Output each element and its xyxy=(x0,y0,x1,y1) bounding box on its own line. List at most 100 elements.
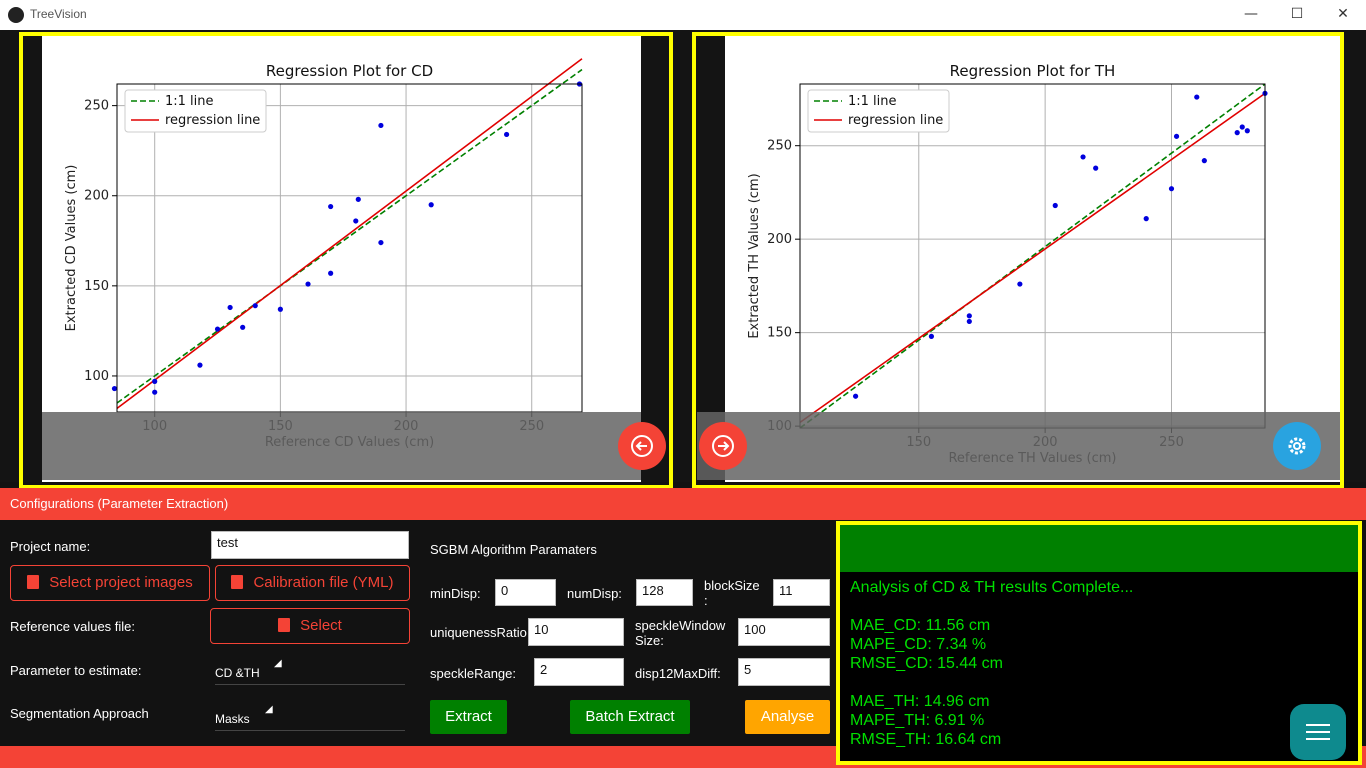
segmentation-approach-spinner[interactable]: Masks ◢ xyxy=(215,704,405,732)
legend-regression-label: regression line xyxy=(165,113,260,128)
data-point xyxy=(1194,94,1200,100)
mindisp-input[interactable]: 0 xyxy=(495,579,556,606)
data-point xyxy=(1052,202,1058,209)
batch-extract-button[interactable]: Batch Extract xyxy=(570,700,690,734)
y-tick-label: 150 xyxy=(767,326,792,341)
data-point xyxy=(353,218,359,224)
uniqueness-ratio-label: uniquenessRatio: xyxy=(430,625,531,640)
blocksize-input[interactable]: 11 xyxy=(773,579,830,606)
data-point xyxy=(1168,186,1175,192)
dropdown-arrow-icon: ◢ xyxy=(274,658,282,669)
parameter-estimate-spinner[interactable]: CD &TH ◢ xyxy=(215,658,405,686)
data-point xyxy=(152,378,158,384)
data-point xyxy=(152,389,158,395)
calibration-file-label: Calibration file (YML) xyxy=(253,574,394,591)
sgbm-title: SGBM Algorithm Paramaters xyxy=(430,542,597,557)
data-point xyxy=(378,239,384,246)
disp12-maxdiff-label: disp12MaxDiff: xyxy=(635,666,721,681)
app-logo-icon xyxy=(8,7,24,23)
legend-one-to-one-label: 1:1 line xyxy=(165,94,214,109)
legend-one-to-one-label: 1:1 line xyxy=(848,94,897,109)
arrow-right-circle-icon xyxy=(712,435,734,457)
reference-select-label: Select xyxy=(300,617,342,634)
calibration-file-button[interactable]: Calibration file (YML) xyxy=(215,565,410,601)
folder-icon xyxy=(27,575,40,589)
numdisp-label: numDisp: xyxy=(567,586,622,601)
data-point xyxy=(328,270,334,276)
minimize-button[interactable]: — xyxy=(1244,6,1258,22)
config-header-title: Configurations (Parameter Extraction) xyxy=(10,496,229,511)
menu-fab-button[interactable] xyxy=(1290,704,1346,760)
file-icon xyxy=(278,618,291,632)
legend-box xyxy=(124,89,267,133)
speckle-window-input[interactable]: 100 xyxy=(738,618,830,646)
next-button[interactable] xyxy=(699,422,747,470)
data-point xyxy=(1080,154,1086,160)
cd-plot-overlay xyxy=(42,412,641,480)
data-point xyxy=(277,306,283,312)
th-plot-highlight xyxy=(692,32,1344,489)
menu-line xyxy=(1306,738,1330,740)
blocksize-label-colon: : xyxy=(704,593,708,608)
data-point xyxy=(428,202,434,208)
file-icon xyxy=(231,575,244,589)
speckle-window-label-size: Size: xyxy=(635,633,664,648)
data-point xyxy=(966,318,972,325)
data-point xyxy=(227,304,233,311)
cd-plot-highlight xyxy=(19,32,673,489)
y-tick-label: 200 xyxy=(84,189,109,204)
rmse-cd: RMSE_CD: 15.44 cm xyxy=(850,655,1003,672)
data-point xyxy=(1244,128,1250,134)
mape-cd: MAPE_CD: 7.34 % xyxy=(850,636,987,653)
data-point xyxy=(966,313,972,319)
data-point xyxy=(503,131,510,138)
one-to-one-line xyxy=(799,83,1266,429)
analyse-button[interactable]: Analyse xyxy=(745,700,830,734)
arrow-left-circle-icon xyxy=(631,435,653,457)
plot-title: Regression Plot for CD xyxy=(266,62,433,80)
settings-button[interactable] xyxy=(1273,422,1321,470)
parameter-estimate-label: Parameter to estimate: xyxy=(10,663,142,678)
data-point xyxy=(1201,158,1207,164)
y-tick-label: 250 xyxy=(84,99,109,114)
y-tick-label: 250 xyxy=(767,139,792,154)
dropdown-arrow-icon: ◢ xyxy=(265,704,273,715)
maximize-button[interactable]: ☐ xyxy=(1290,6,1304,22)
data-point xyxy=(214,326,221,332)
regression-line xyxy=(799,92,1266,424)
numdisp-input[interactable]: 128 xyxy=(636,579,693,606)
select-project-images-label: Select project images xyxy=(49,574,193,591)
speckle-range-label: speckleRange: xyxy=(430,666,516,681)
y-axis-label: Extracted TH Values (cm) xyxy=(747,173,762,338)
segmentation-approach-label: Segmentation Approach xyxy=(10,706,149,721)
data-point xyxy=(197,362,203,368)
close-button[interactable]: ✕ xyxy=(1337,6,1349,22)
project-name-input[interactable]: test xyxy=(211,531,409,559)
reference-values-label: Reference values file: xyxy=(10,619,136,634)
title-bar xyxy=(0,0,1366,30)
disp12-maxdiff-input[interactable]: 5 xyxy=(738,658,830,686)
select-project-images-button[interactable]: Select project images xyxy=(10,565,210,601)
previous-button[interactable] xyxy=(618,422,666,470)
data-point xyxy=(1173,133,1180,139)
data-point xyxy=(1017,281,1023,287)
data-point xyxy=(378,122,384,129)
gear-icon xyxy=(1288,437,1306,455)
mindisp-label: minDisp: xyxy=(430,586,481,601)
segmentation-approach-value: Masks xyxy=(215,712,250,726)
plot-title: Regression Plot for TH xyxy=(950,62,1116,80)
y-tick-label: 150 xyxy=(84,279,109,294)
data-point xyxy=(1234,130,1240,136)
reference-select-button[interactable]: Select xyxy=(210,608,410,644)
speckle-range-input[interactable]: 2 xyxy=(534,658,624,686)
extract-button[interactable]: Extract xyxy=(430,700,507,734)
regression-line xyxy=(116,58,583,410)
legend-regression-label: regression line xyxy=(848,113,943,128)
uniqueness-ratio-input[interactable]: 10 xyxy=(528,618,624,646)
results-header xyxy=(840,525,1358,572)
data-point xyxy=(111,385,118,392)
project-name-label: Project name: xyxy=(10,539,91,554)
y-axis-label: Extracted CD Values (cm) xyxy=(64,165,79,332)
y-tick-label: 200 xyxy=(767,232,792,247)
th-plot-overlay xyxy=(697,412,1340,480)
